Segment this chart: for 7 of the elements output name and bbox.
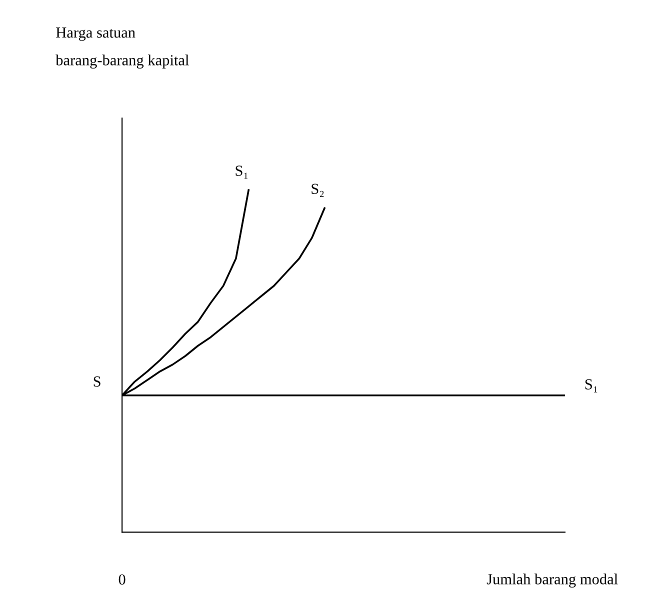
text: Harga satuan barang-barang kapital — [56, 28, 189, 69]
series-label: S₁ — [236, 166, 248, 179]
series-label: S₂ — [312, 184, 324, 197]
x-axis-title: Jumlah barang modal — [486, 574, 618, 588]
text: S — [94, 376, 100, 387]
text: 0 — [118, 574, 126, 585]
series-label: S₁ — [585, 379, 598, 392]
